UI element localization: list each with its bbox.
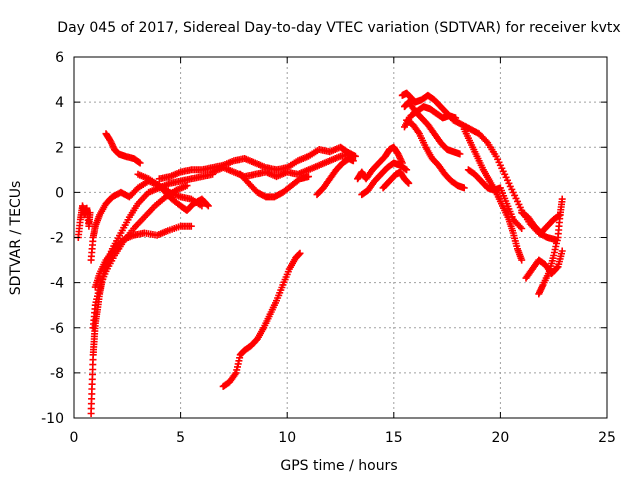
data-point <box>351 152 359 160</box>
y-tick-label: 2 <box>55 140 64 156</box>
series-track-9 <box>209 150 355 181</box>
data-point <box>349 157 357 165</box>
data-point <box>204 202 212 210</box>
x-axis-label: GPS time / hours <box>280 458 397 474</box>
y-tick-label: 4 <box>55 95 64 111</box>
data-point <box>518 225 526 232</box>
series-track-14 <box>379 168 413 192</box>
data-point <box>231 370 239 378</box>
data-point <box>518 256 526 264</box>
series-track-12 <box>354 143 406 183</box>
data-point <box>403 166 411 174</box>
series-track-20 <box>460 125 526 264</box>
data-point <box>558 195 566 203</box>
data-point <box>452 114 460 122</box>
data-point <box>296 249 304 257</box>
data-layer <box>74 89 566 417</box>
data-point <box>456 150 464 158</box>
y-tick-label: 6 <box>55 50 64 66</box>
data-point <box>136 159 144 167</box>
data-point <box>305 173 312 181</box>
series-track-6 <box>102 130 144 167</box>
series-track-4 <box>91 222 195 291</box>
data-point <box>203 201 211 209</box>
x-tick-label: 15 <box>385 430 403 446</box>
data-point <box>516 223 524 231</box>
series-track-17 <box>401 98 464 158</box>
data-point <box>558 247 566 255</box>
data-point <box>460 184 468 192</box>
data-point <box>405 179 413 187</box>
y-tick-label: -8 <box>50 366 64 382</box>
y-tick-label: -10 <box>41 411 64 427</box>
axes: 0 5 10 15 20 25 -10 -8 -6 -4 -2 0 2 4 6 <box>41 50 616 446</box>
x-tick-label: 5 <box>176 430 185 446</box>
x-tick-label: 0 <box>70 430 79 446</box>
grid <box>74 57 607 418</box>
y-tick-label: -6 <box>50 321 64 337</box>
x-tick-label: 10 <box>278 430 296 446</box>
y-axis-label: SDTVAR / TECUs <box>8 181 24 296</box>
data-point <box>198 202 206 210</box>
data-point <box>187 222 195 230</box>
series-track-11 <box>313 155 357 199</box>
y-tick-label: -2 <box>50 231 64 247</box>
series-track-16 <box>398 89 560 244</box>
series-track-15 <box>219 249 304 390</box>
series-track-10 <box>236 170 312 201</box>
data-point <box>183 182 191 190</box>
series-track-7 <box>134 170 212 214</box>
y-tick-label: -4 <box>50 276 64 292</box>
series-track-8 <box>155 143 359 183</box>
series-track-1 <box>74 202 94 241</box>
y-tick-label: 0 <box>55 185 64 201</box>
series-track-13 <box>358 159 411 199</box>
x-tick-label: 25 <box>598 430 616 446</box>
x-tick-label: 20 <box>491 430 509 446</box>
chart-title: Day 045 of 2017, Sidereal Day-to-day VTE… <box>57 20 620 36</box>
series-track-21 <box>464 166 526 232</box>
data-point <box>86 209 94 217</box>
data-point <box>482 137 490 145</box>
series-track-24 <box>535 195 566 298</box>
series-track-19 <box>401 103 460 131</box>
data-point <box>414 128 422 136</box>
series-track-5 <box>87 177 206 264</box>
data-point <box>553 264 561 272</box>
